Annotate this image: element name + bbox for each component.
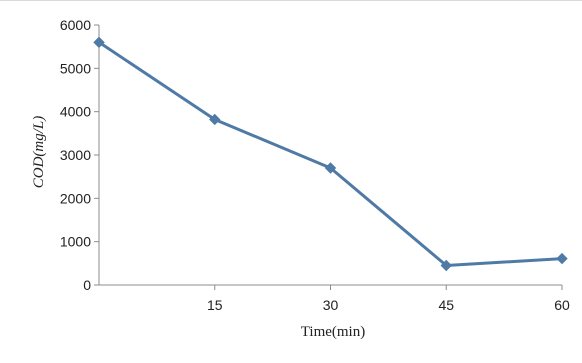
y-tick-label: 0	[83, 277, 91, 293]
y-tick-label: 5000	[60, 60, 91, 76]
x-axis-title: Time(min)	[301, 324, 365, 340]
y-axis-title: COD(mg/L)	[31, 116, 47, 189]
x-tick-label: 30	[323, 297, 339, 313]
x-tick-label: 15	[207, 297, 223, 313]
x-tick-label: 60	[554, 297, 570, 313]
data-point-marker	[556, 252, 568, 265]
y-tick-label: 1000	[60, 234, 91, 250]
y-tick-label: 2000	[60, 190, 91, 206]
x-tick-label: 45	[438, 297, 454, 313]
y-tick-label: 3000	[60, 147, 91, 163]
data-point-marker	[324, 162, 337, 174]
data-point-marker	[440, 259, 452, 272]
axes	[98, 25, 562, 286]
data-series	[93, 36, 568, 272]
data-point-marker	[93, 36, 105, 49]
x-axis-ticks: 15 30 45 60	[207, 285, 570, 313]
series-line	[97, 40, 564, 267]
y-tick-label: 6000	[60, 17, 91, 33]
y-axis-ticks: 0 1000 2000 3000 4000 5000 6000	[60, 17, 99, 293]
y-tick-label: 4000	[60, 104, 91, 120]
data-point-marker	[209, 113, 221, 126]
